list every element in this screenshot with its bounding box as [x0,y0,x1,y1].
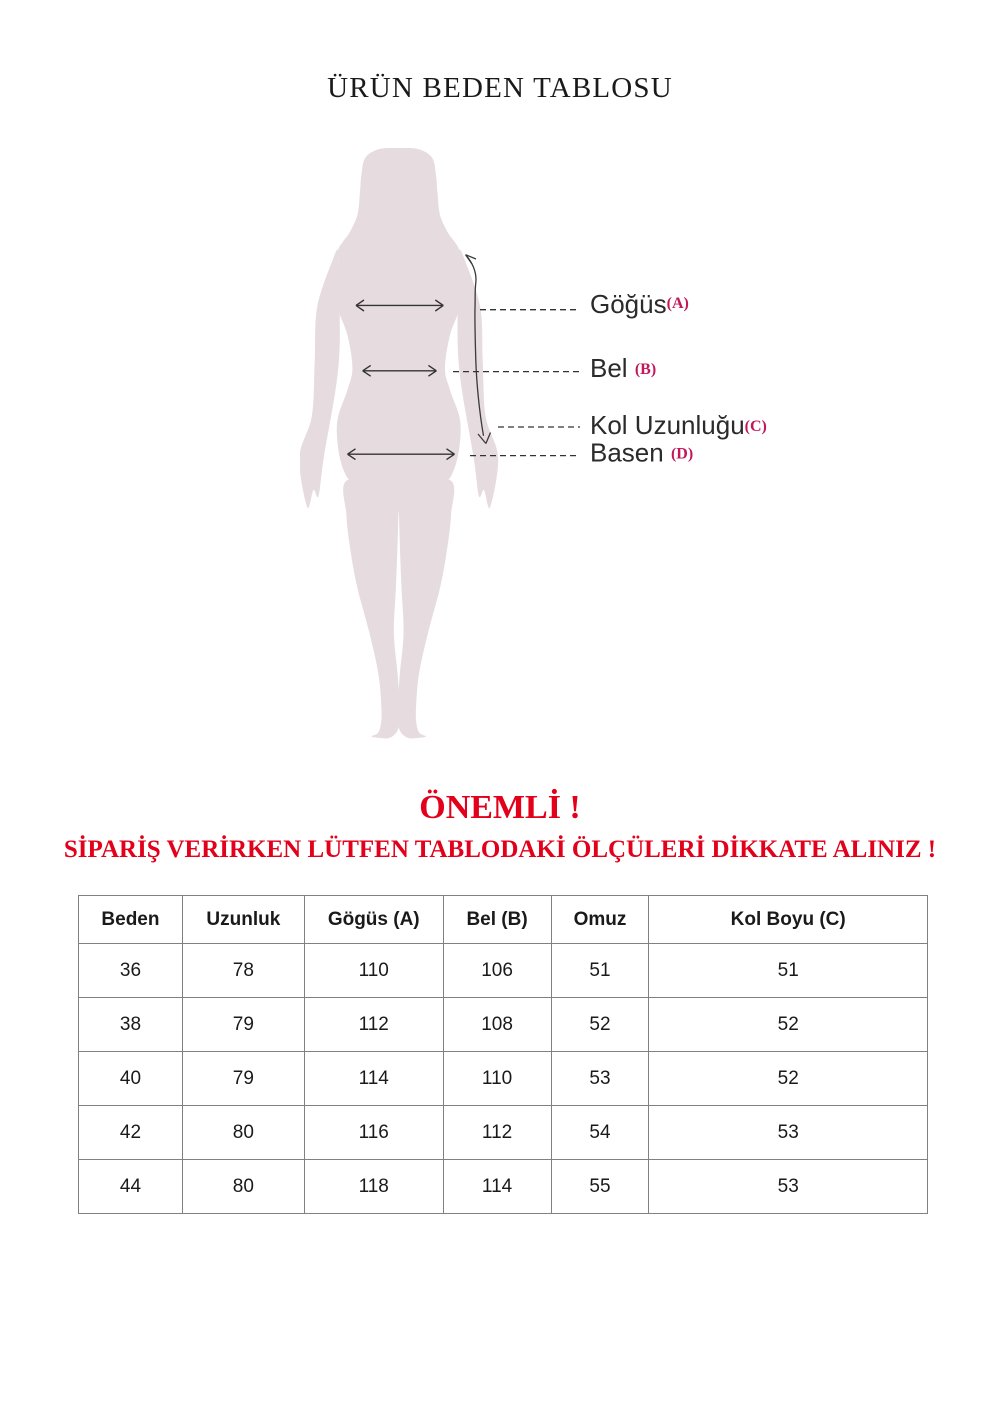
svg-text:Basen (D): Basen (D) [590,437,693,467]
svg-text:Göğüs(A): Göğüs(A) [590,289,689,319]
svg-text:Kol Uzunluğu(C): Kol Uzunluğu(C) [590,410,767,440]
svg-text:Bel (B): Bel (B) [590,353,656,383]
